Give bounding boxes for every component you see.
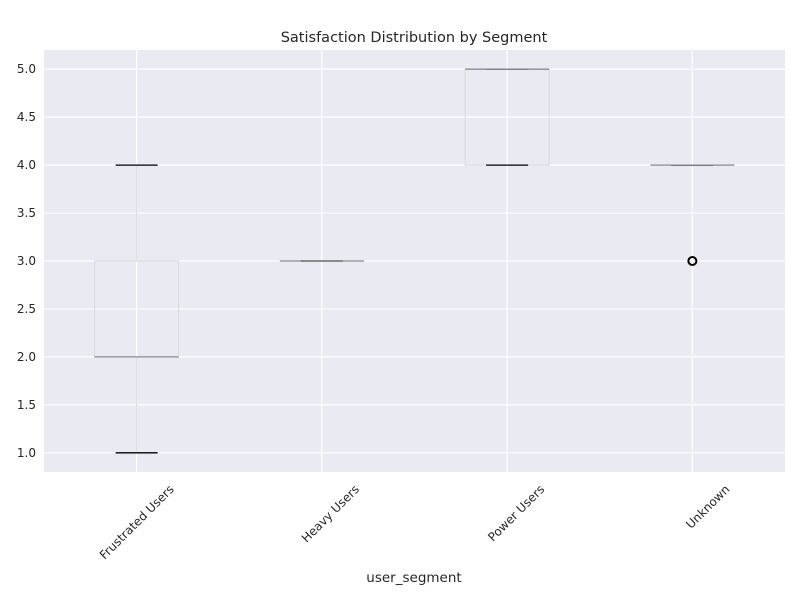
- x-tick-label-power-users: Power Users: [485, 482, 547, 544]
- y-tick-label: 2.0: [17, 350, 36, 364]
- y-tick-label: 4.0: [17, 158, 36, 172]
- outlier-unknown: [687, 256, 698, 266]
- y-tick-label: 2.5: [17, 302, 36, 316]
- y-axis-ticks: 1.0 1.5 2.0 2.5 3.0 3.5 4.0 4.5 5.0: [17, 62, 36, 460]
- x-tick-label-frustrated-users: Frustrated Users: [97, 482, 177, 562]
- box-unknown: [650, 164, 735, 266]
- x-axis-title: user_segment: [366, 570, 461, 586]
- y-tick-label: 5.0: [17, 62, 36, 76]
- y-tick-label: 1.5: [17, 398, 36, 412]
- x-tick-label-unknown: Unknown: [683, 482, 732, 531]
- box-frustrated-users: [94, 164, 180, 454]
- box-power-users: [464, 68, 550, 166]
- box-series: [94, 68, 735, 454]
- y-tick-label: 3.5: [17, 206, 36, 220]
- chart-title: Satisfaction Distribution by Segment: [281, 30, 548, 46]
- x-tick-label-heavy-users: Heavy Users: [299, 482, 362, 545]
- y-tick-label: 4.5: [17, 110, 36, 124]
- y-tick-label: 1.0: [17, 446, 36, 460]
- x-axis-ticks: Frustrated Users Heavy Users Power Users Un…: [97, 482, 733, 562]
- y-tick-label: 3.0: [17, 254, 36, 268]
